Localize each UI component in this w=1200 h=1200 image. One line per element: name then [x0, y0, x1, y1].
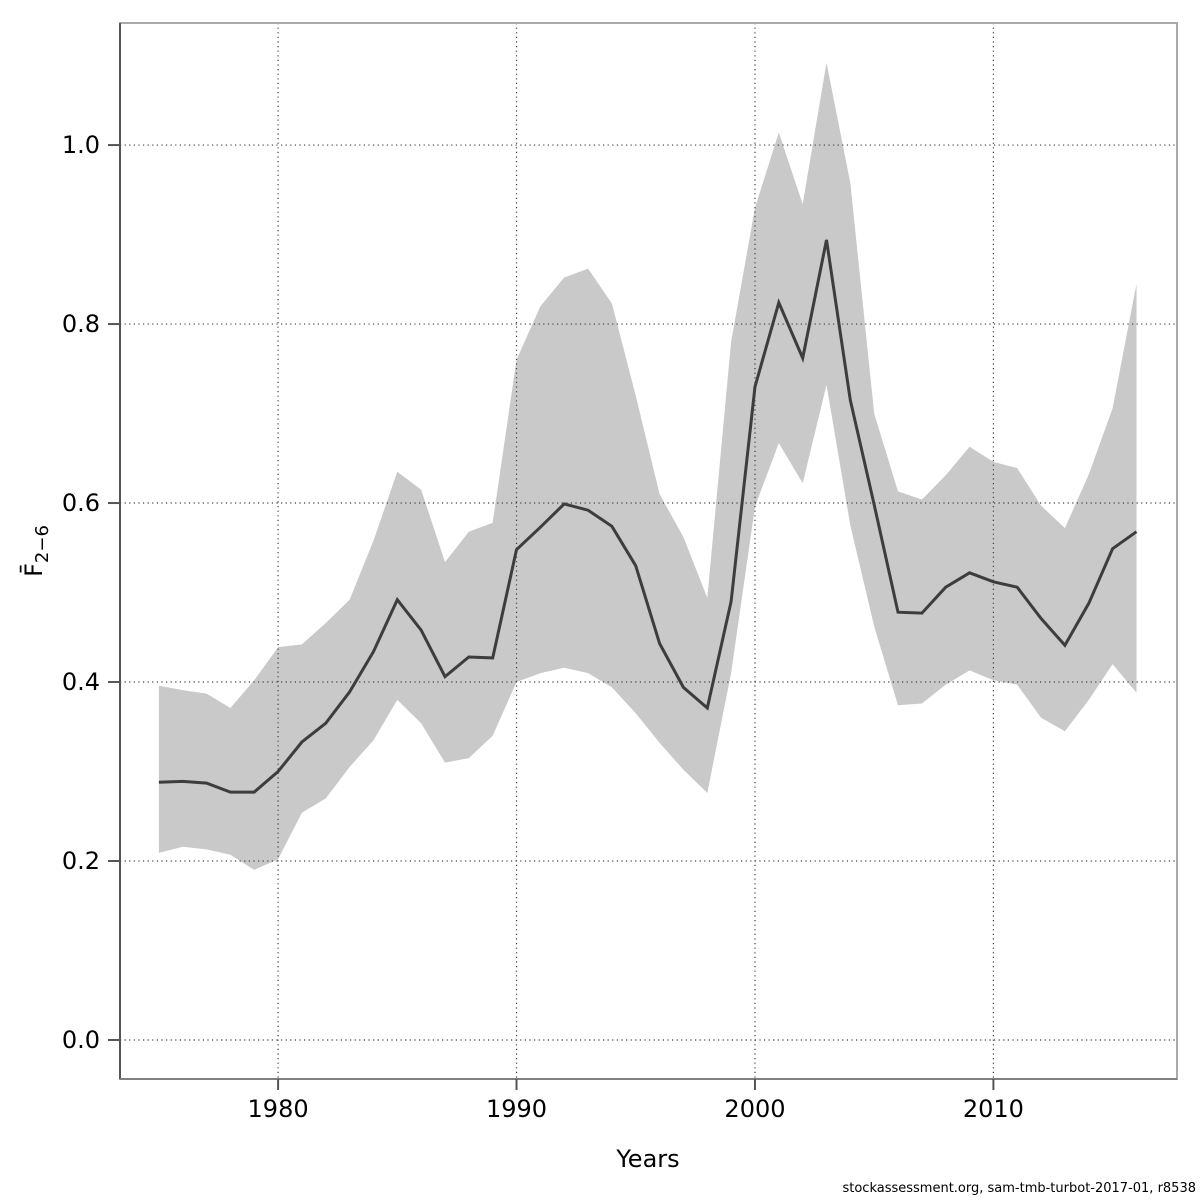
y-axis-ticks	[108, 144, 120, 1041]
mean-line	[158, 239, 1138, 794]
y-tick-label: 0.2	[62, 847, 100, 875]
x-tick-label: 1980	[248, 1095, 309, 1123]
source-caption: stockassessment.org, sam-tmb-turbot-2017…	[842, 1181, 1196, 1196]
confidence-band-polygon	[158, 62, 1137, 870]
x-axis-ticks	[277, 1079, 995, 1090]
gridlines	[120, 23, 1177, 1079]
y-tick-label: 0.0	[62, 1026, 100, 1054]
mean-f-line	[158, 239, 1138, 794]
y-tick-label: 0.6	[62, 489, 100, 517]
y-axis-tick-labels: 0.0 0.2 0.4 0.6 0.8 1.0	[62, 131, 100, 1054]
confidence-band	[158, 62, 1137, 870]
x-axis-tick-labels: 1980 1990 2000 2010	[248, 1095, 1024, 1123]
y-tick-label: 0.4	[62, 668, 100, 696]
y-axis-title-base: F̄	[19, 563, 48, 577]
x-axis-title: Years	[615, 1145, 679, 1173]
x-tick-label: 1990	[486, 1095, 547, 1123]
y-tick-label: 0.8	[62, 310, 100, 338]
y-axis-title: F̄2−6	[19, 525, 53, 577]
x-tick-label: 2010	[963, 1095, 1024, 1123]
y-tick-label: 1.0	[62, 131, 100, 159]
x-tick-label: 2000	[724, 1095, 785, 1123]
y-axis-title-subscript: 2−6	[32, 525, 53, 563]
